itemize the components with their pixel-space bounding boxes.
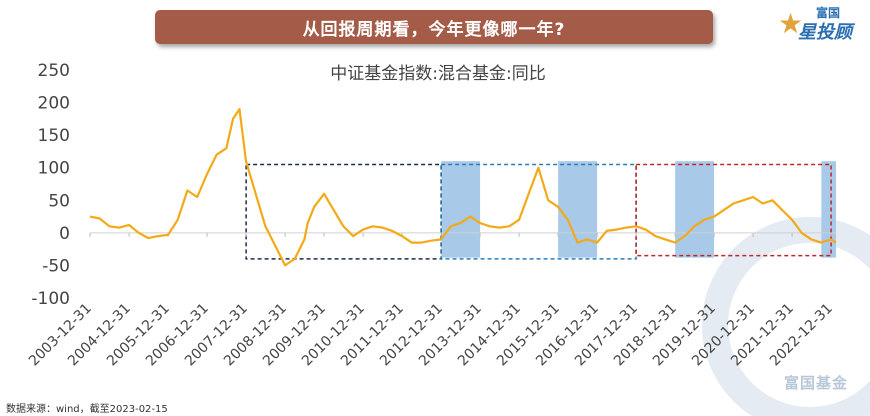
brand-logo: ★ 富国 星投顾	[778, 4, 858, 44]
annotation-box-1	[245, 163, 442, 260]
annotation-box-2	[440, 163, 637, 260]
y-tick-label: 50	[48, 191, 70, 211]
y-tick-label: -50	[42, 256, 70, 276]
y-tick-label: 200	[38, 94, 70, 114]
watermark-text: 富国基金	[784, 374, 849, 392]
source-note: 数据来源：wind，截至2023-02-15	[6, 404, 168, 415]
y-tick-label: 250	[38, 61, 70, 81]
y-tick-label: -100	[31, 289, 70, 309]
star-icon: ★	[778, 7, 804, 40]
shaded-period-3	[675, 161, 715, 258]
chart-title: 中证基金指数:混合基金:同比	[330, 64, 545, 84]
y-tick-label: 100	[38, 159, 70, 179]
watermark-ring-icon	[702, 217, 870, 416]
shaded-period-1	[441, 161, 481, 258]
series-line	[89, 108, 837, 267]
y-tick-label: 150	[38, 126, 70, 146]
y-tick-label: 0	[59, 224, 70, 244]
logo-main-text: 星投顾	[798, 22, 852, 43]
banner-title: 从回报周期看，今年更像哪一年?	[302, 19, 566, 40]
shaded-period-4	[821, 161, 836, 258]
annotation-box-3	[635, 163, 832, 257]
title-banner: 从回报周期看，今年更像哪一年?	[155, 10, 713, 44]
logo-top-text: 富国	[816, 6, 841, 20]
